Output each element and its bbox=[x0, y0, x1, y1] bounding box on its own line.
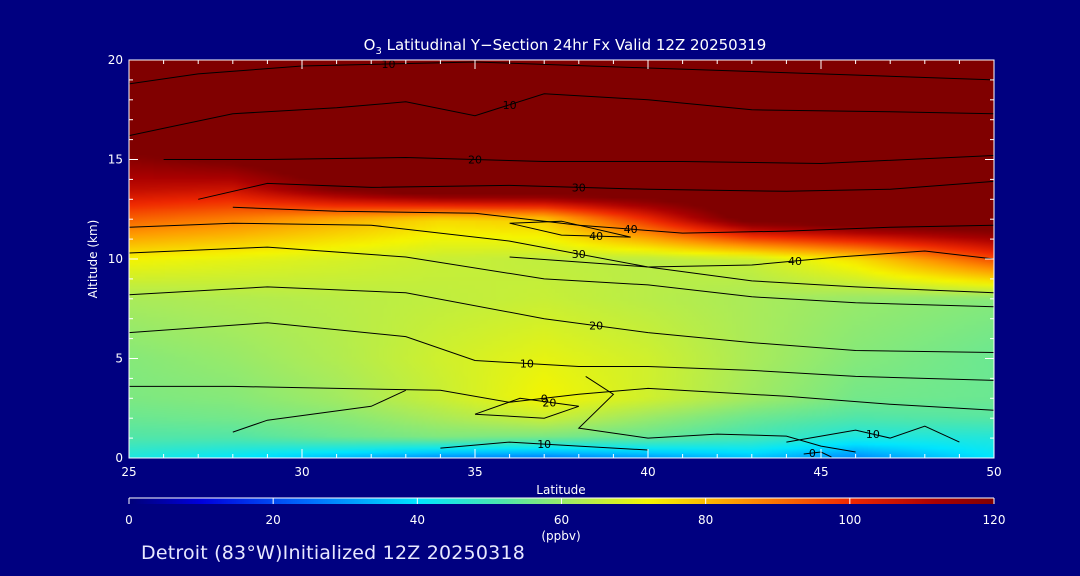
contour-label: 0 bbox=[809, 447, 816, 460]
contour-line bbox=[786, 425, 960, 443]
contour-line bbox=[509, 250, 994, 268]
contour-label: 30 bbox=[572, 181, 586, 194]
y-tick-label: 0 bbox=[115, 451, 123, 465]
title-subscript: 3 bbox=[375, 46, 381, 57]
contour-label: 10 bbox=[866, 428, 880, 441]
colorbar-unit-label: (ppbv) bbox=[541, 529, 580, 543]
contour-line bbox=[509, 220, 631, 238]
colorbar-tick-label: 100 bbox=[838, 513, 861, 527]
contour-line bbox=[129, 246, 994, 308]
contour-line bbox=[129, 286, 994, 353]
y-tick-label: 10 bbox=[108, 252, 123, 266]
contour-line bbox=[163, 155, 994, 165]
title-prefix: O bbox=[364, 36, 376, 54]
ozone-heatmap bbox=[129, 60, 994, 458]
contour-label: 10 bbox=[503, 99, 517, 112]
contour-label: 20 bbox=[589, 320, 603, 333]
y-tick-label: 20 bbox=[108, 53, 123, 67]
colorbar-tick-label: 20 bbox=[266, 513, 281, 527]
contour-line bbox=[198, 180, 994, 200]
colorbar-tick-label: 40 bbox=[410, 513, 425, 527]
colorbar-tick-label: 0 bbox=[125, 513, 133, 527]
contour-line bbox=[129, 385, 994, 411]
x-tick-label: 50 bbox=[986, 465, 1001, 479]
title-rest: Latitudinal Y−Section 24hr Fx Valid 12Z … bbox=[382, 36, 767, 54]
y-axis-label: Altitude (km) bbox=[86, 220, 100, 299]
contour-label: 20 bbox=[542, 396, 556, 409]
contour-label: 40 bbox=[624, 223, 638, 236]
x-tick-label: 25 bbox=[121, 465, 136, 479]
contour-line bbox=[232, 389, 407, 433]
colorbar-tick-label: 80 bbox=[698, 513, 713, 527]
contour-label: 40 bbox=[589, 230, 603, 243]
contour-line bbox=[232, 206, 994, 234]
contour-label: 0 bbox=[541, 392, 548, 405]
contour-label: 20 bbox=[468, 154, 482, 167]
contour-label: 10 bbox=[537, 438, 551, 451]
chart-title: O3 Latitudinal Y−Section 24hr Fx Valid 1… bbox=[364, 36, 767, 57]
contour-line bbox=[129, 322, 994, 381]
contour-label: 10 bbox=[520, 358, 534, 371]
x-tick-label: 35 bbox=[467, 465, 482, 479]
x-tick-label: 40 bbox=[640, 465, 655, 479]
plot-axes: 25 30 35 40 45 50 0 5 10 15 20 bbox=[108, 53, 1002, 479]
contour-line bbox=[474, 397, 579, 419]
contour-line bbox=[440, 441, 649, 451]
contour-line bbox=[129, 222, 994, 294]
colorbar-tick-label: 60 bbox=[554, 513, 569, 527]
x-axis-label: Latitude bbox=[536, 483, 585, 497]
contour-line bbox=[129, 93, 994, 137]
y-tick-label: 5 bbox=[115, 352, 123, 366]
y-tick-label: 15 bbox=[108, 153, 123, 167]
colorbar-ticks: 0 20 40 60 80 100 120 bbox=[125, 497, 1006, 527]
contour-line bbox=[577, 375, 856, 453]
footer-initialization: Detroit (83°W)Initialized 12Z 20250318 bbox=[141, 542, 526, 564]
contour-label: 30 bbox=[572, 248, 586, 261]
x-tick-label: 30 bbox=[294, 465, 309, 479]
contour-label: 10 bbox=[382, 58, 396, 71]
contour-label: 40 bbox=[788, 255, 802, 268]
x-tick-label: 45 bbox=[813, 465, 828, 479]
colorbar-tick-label: 120 bbox=[983, 513, 1006, 527]
